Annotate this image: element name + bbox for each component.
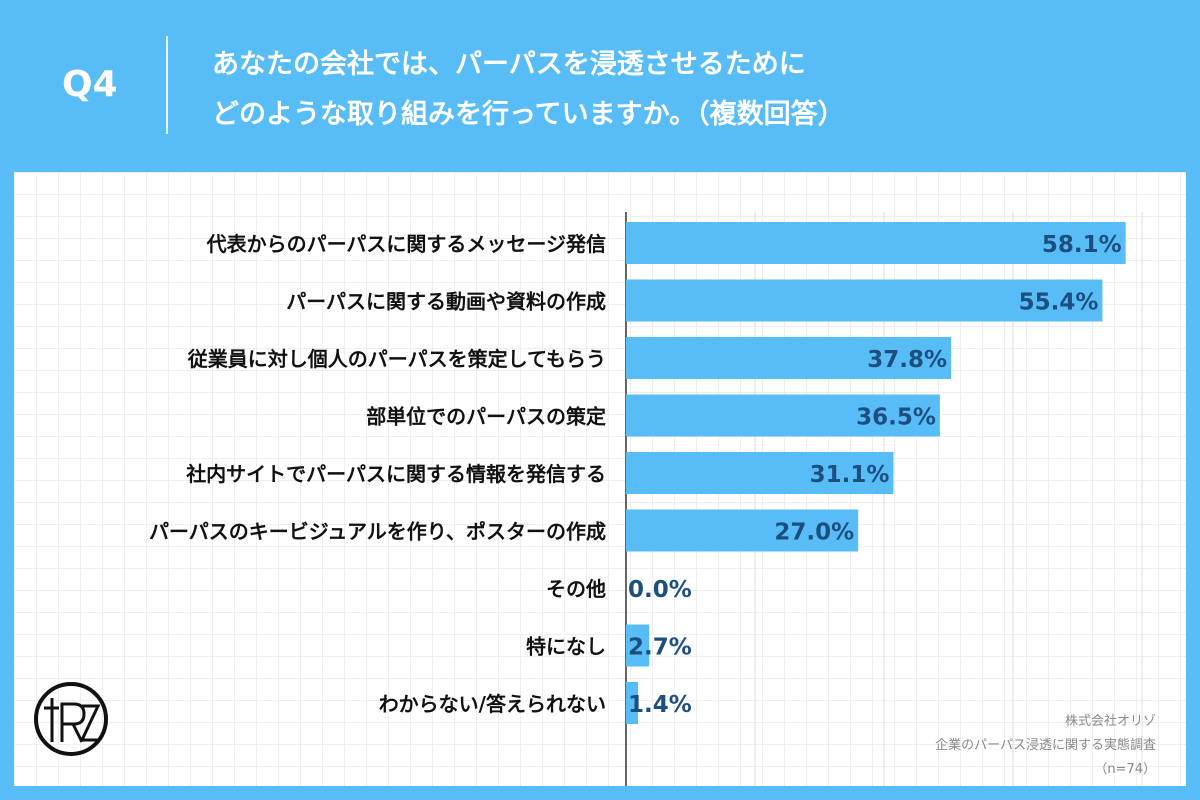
bar [626, 337, 952, 379]
bar [626, 222, 1126, 264]
value-label: 36.5% [856, 405, 936, 431]
value-label: 31.1% [810, 462, 890, 488]
question-number: Q4 [62, 64, 118, 105]
value-label: 55.4% [1019, 290, 1099, 316]
bar [626, 394, 940, 437]
category-label: パーパスに関する動画や資料の作成 [286, 290, 606, 314]
value-label: 27.0% [774, 520, 854, 546]
bar [626, 509, 859, 552]
question-title: あなたの会社では、パーパスを浸透させるために どのような取り組みを行っていますか… [212, 40, 1172, 140]
category-label: わからない/答えられない [379, 692, 606, 716]
category-label: 社内サイトでパーパスに関する情報を発信する [185, 462, 606, 486]
bar [626, 624, 650, 667]
value-label: 0.0% [628, 577, 692, 603]
bar [626, 452, 894, 494]
credit-sample: （n=74） [1094, 762, 1156, 777]
category-label: 代表からのパーパスに関するメッセージ発信 [206, 232, 606, 256]
credit-survey: 企業のパーパス浸透に関する実態調査 [935, 738, 1156, 753]
value-label: 58.1% [1042, 232, 1122, 258]
category-label: パーパスのキービジュアルを作り、ポスターの作成 [149, 520, 606, 544]
chart-panel [14, 172, 1186, 786]
bar [626, 279, 1103, 322]
category-label: 従業員に対し個人のパーパスを策定してもらう [187, 347, 606, 371]
category-label: 特になし [526, 635, 606, 659]
value-label: 2.7% [628, 635, 692, 661]
value-label: 37.8% [867, 347, 947, 373]
bar [626, 682, 639, 724]
value-label: 1.4% [628, 692, 692, 718]
credit-company: 株式会社オリゾ [1064, 714, 1156, 729]
category-label: 部単位でのパーパスの策定 [366, 405, 606, 429]
header-divider [166, 36, 168, 134]
orizo-logo-icon [32, 680, 110, 762]
category-label: その他 [546, 577, 606, 601]
question-title-line-2: どのような取り組みを行っていますか。（複数回答） [212, 99, 845, 130]
question-title-line-1: あなたの会社では、パーパスを浸透させるために [212, 49, 806, 80]
